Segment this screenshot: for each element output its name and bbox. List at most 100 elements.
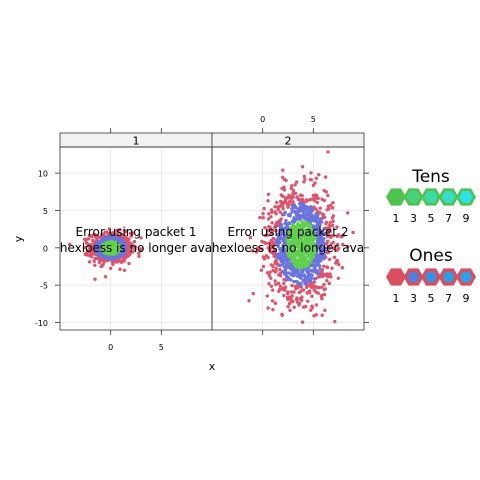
hex-point xyxy=(305,260,309,264)
hex-point xyxy=(269,238,273,243)
hex-point xyxy=(299,234,303,239)
hex-point xyxy=(107,227,112,231)
hex-point xyxy=(258,215,262,220)
panel-2-points xyxy=(247,150,355,324)
hex-point xyxy=(335,242,340,247)
hex-point xyxy=(287,253,292,257)
hex-point xyxy=(304,242,309,246)
hex-point xyxy=(263,226,267,230)
legend-hex-inner xyxy=(442,271,455,283)
hex-point xyxy=(260,239,264,244)
hex-point xyxy=(300,295,304,299)
hex-point xyxy=(265,294,269,298)
hex-point xyxy=(279,203,283,207)
hex-point xyxy=(302,180,306,184)
hex-point xyxy=(299,208,303,212)
hex-point xyxy=(266,192,271,196)
legend-label: 3 xyxy=(410,212,417,225)
hex-point xyxy=(312,280,316,284)
hex-point xyxy=(262,257,267,261)
hex-point xyxy=(93,247,97,251)
hex-point xyxy=(322,226,326,231)
hex-point xyxy=(96,235,101,239)
hex-point xyxy=(316,261,320,265)
hex-point xyxy=(108,231,112,235)
panel-1-error-line-2: hexloess is no longer ava xyxy=(60,241,212,255)
hex-point xyxy=(311,218,315,223)
hex-point xyxy=(269,232,273,236)
hex-point xyxy=(276,244,280,249)
hex-point xyxy=(331,234,335,238)
hex-point xyxy=(320,285,324,289)
hex-point xyxy=(294,251,298,256)
hex-point xyxy=(312,233,316,237)
hex-point xyxy=(272,248,277,252)
hex-point xyxy=(293,191,298,195)
hex-point xyxy=(292,279,296,284)
hex-point xyxy=(290,283,294,288)
panel-1-points xyxy=(68,227,143,281)
hex-point xyxy=(325,279,329,283)
hex-point xyxy=(306,252,311,256)
hex-point xyxy=(311,264,316,268)
hex-point xyxy=(316,272,321,276)
hex-point xyxy=(103,251,107,255)
hex-point xyxy=(289,297,293,301)
hex-point xyxy=(267,212,271,216)
hex-point xyxy=(346,244,350,249)
hex-point xyxy=(276,235,281,240)
hex-point xyxy=(279,217,283,221)
hex-point xyxy=(315,216,319,220)
hex-point xyxy=(273,301,277,305)
hex-point xyxy=(307,212,312,216)
hex-point xyxy=(109,247,113,251)
hex-point xyxy=(275,223,280,228)
hex-point xyxy=(335,225,339,229)
hex-point xyxy=(122,248,126,252)
hex-point xyxy=(302,273,306,277)
hex-point xyxy=(299,248,304,252)
hex-point xyxy=(303,248,307,252)
hex-point xyxy=(290,236,294,241)
hex-point xyxy=(298,275,302,280)
hex-point xyxy=(122,244,126,248)
hex-point xyxy=(295,180,299,184)
hex-point xyxy=(326,250,331,255)
hex-point xyxy=(89,252,93,256)
hex-point xyxy=(310,306,314,310)
hex-point xyxy=(270,299,275,303)
hex-point xyxy=(282,277,286,282)
hex-point xyxy=(323,175,328,179)
hex-point xyxy=(276,255,280,260)
hex-point xyxy=(285,246,289,250)
hex-point xyxy=(247,299,251,303)
hex-point xyxy=(284,197,288,201)
legend-ones-title: Ones xyxy=(409,246,453,266)
hex-point xyxy=(106,251,110,255)
hex-point xyxy=(288,308,292,312)
hex-point xyxy=(291,192,295,196)
hex-point xyxy=(322,282,326,287)
hex-point xyxy=(293,271,297,275)
hex-point xyxy=(282,281,286,286)
hex-point xyxy=(114,238,118,242)
hex-point xyxy=(261,212,265,216)
hex-point xyxy=(103,256,107,260)
hex-point xyxy=(270,229,275,233)
hex-point xyxy=(319,249,324,254)
hex-point xyxy=(119,233,123,237)
hex-point xyxy=(286,297,290,302)
hex-point xyxy=(313,237,317,241)
legend-label: 5 xyxy=(428,292,435,305)
hex-point xyxy=(314,303,319,307)
hex-point xyxy=(317,173,321,177)
hex-point xyxy=(122,234,127,238)
x-tick-label: 5 xyxy=(159,343,164,352)
hex-point xyxy=(333,319,337,324)
hex-point xyxy=(317,231,321,235)
hex-point xyxy=(309,308,313,312)
hex-point xyxy=(256,246,260,250)
hex-point xyxy=(295,240,299,244)
hex-point xyxy=(286,205,290,209)
hex-point xyxy=(288,240,292,244)
